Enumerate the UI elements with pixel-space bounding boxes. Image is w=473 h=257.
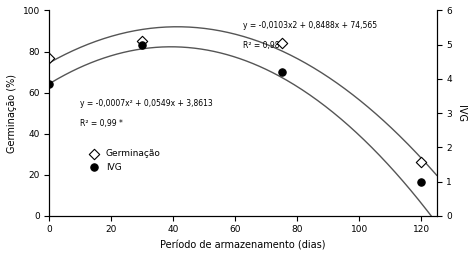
Legend: Germinação, IVG: Germinação, IVG bbox=[85, 146, 163, 174]
Text: y = -0,0007x² + 0,0549x + 3,8613: y = -0,0007x² + 0,0549x + 3,8613 bbox=[80, 99, 213, 108]
IVG bbox=[139, 43, 146, 47]
X-axis label: Período de armazenamento (dias): Período de armazenamento (dias) bbox=[160, 240, 326, 250]
IVG bbox=[417, 179, 425, 183]
Text: y = -0,0103x2 + 0,8488x + 74,565: y = -0,0103x2 + 0,8488x + 74,565 bbox=[243, 21, 377, 30]
Germinação bbox=[46, 56, 53, 60]
Y-axis label: IVG: IVG bbox=[456, 105, 466, 122]
Text: R² = 0,99 *: R² = 0,99 * bbox=[80, 119, 123, 128]
Germinação bbox=[278, 41, 286, 45]
Germinação bbox=[417, 160, 425, 164]
Y-axis label: Germinação (%): Germinação (%) bbox=[7, 74, 17, 153]
Text: R² = 0,98 *: R² = 0,98 * bbox=[243, 41, 286, 50]
Germinação bbox=[139, 39, 146, 43]
IVG bbox=[46, 81, 53, 86]
IVG bbox=[278, 70, 286, 74]
